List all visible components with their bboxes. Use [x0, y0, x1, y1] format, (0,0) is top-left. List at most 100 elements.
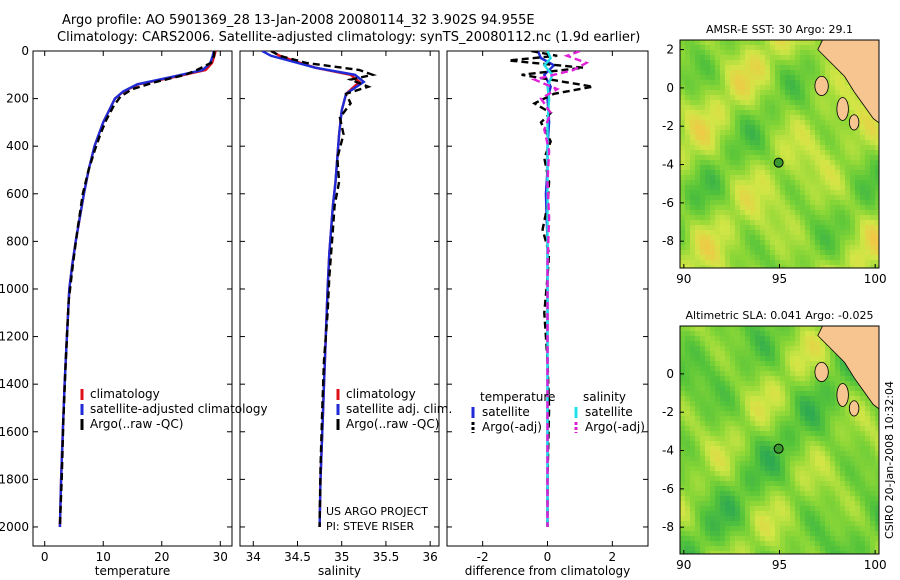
map-cell: [735, 215, 741, 221]
map-cell: [710, 220, 716, 226]
map-cell: [785, 436, 791, 442]
map-cell: [785, 496, 791, 502]
map-cell: [795, 401, 801, 407]
map-cell: [720, 536, 726, 542]
map-cell: [855, 175, 861, 181]
map-cell: [815, 55, 821, 61]
map-cell: [745, 471, 751, 477]
map-cell: [840, 451, 846, 457]
sla-map-ytick-label: 0: [666, 367, 674, 381]
map-cell: [695, 346, 701, 352]
map-cell: [860, 501, 866, 507]
map-cell: [820, 140, 826, 146]
map-cell: [760, 265, 766, 268]
map-cell: [825, 496, 831, 502]
map-cell: [875, 506, 879, 512]
map-cell: [865, 155, 871, 161]
map-cell: [800, 135, 806, 141]
map-cell: [850, 225, 856, 231]
map-cell: [860, 456, 866, 462]
map-cell: [685, 90, 691, 96]
map-cell: [750, 195, 756, 201]
map-cell: [760, 260, 766, 266]
map-cell: [725, 180, 731, 186]
map-cell: [720, 426, 726, 432]
map-cell: [740, 521, 746, 527]
map-cell: [815, 215, 821, 221]
map-cell: [720, 185, 726, 191]
map-cell: [705, 521, 711, 527]
map-cell: [805, 195, 811, 201]
map-cell: [825, 220, 831, 226]
map-cell: [740, 265, 746, 268]
map-cell: [765, 506, 771, 512]
map-cell: [820, 551, 826, 554]
map-cell: [840, 85, 846, 91]
map-cell: [850, 210, 856, 216]
map-cell: [765, 446, 771, 452]
map-cell: [780, 506, 786, 512]
map-cell: [810, 110, 816, 116]
map-cell: [850, 531, 856, 537]
map-cell: [805, 341, 811, 347]
map-cell: [765, 431, 771, 437]
map-cell: [785, 90, 791, 96]
map-cell: [760, 336, 766, 342]
map-cell: [775, 230, 781, 236]
map-cell: [770, 446, 776, 452]
map-cell: [730, 371, 736, 377]
map-cell: [870, 220, 876, 226]
map-cell: [860, 421, 866, 427]
map-cell: [730, 245, 736, 251]
map-cell: [740, 436, 746, 442]
map-cell: [770, 471, 776, 477]
map-cell: [805, 110, 811, 116]
map-cell: [725, 145, 731, 151]
map-cell: [730, 40, 736, 46]
depth-tick-label: 400: [6, 139, 29, 153]
map-cell: [815, 551, 821, 554]
map-cell: [770, 205, 776, 211]
map-cell: [685, 80, 691, 86]
map-cell: [845, 461, 851, 467]
map-cell: [850, 386, 856, 392]
map-cell: [835, 185, 841, 191]
map-cell: [705, 40, 711, 46]
map-cell: [805, 366, 811, 372]
map-cell: [845, 521, 851, 527]
map-cell: [680, 235, 686, 241]
map-cell: [830, 110, 836, 116]
map-cell: [835, 361, 841, 367]
map-cell: [815, 396, 821, 402]
map-cell: [835, 541, 841, 547]
map-cell: [760, 210, 766, 216]
map-cell: [805, 100, 811, 106]
map-cell: [840, 446, 846, 452]
title-line-2: Climatology: CARS2006. Satellite-adjuste…: [57, 30, 641, 45]
map-cell: [775, 346, 781, 352]
map-cell: [830, 526, 836, 532]
map-cell: [845, 200, 851, 206]
map-cell: [855, 185, 861, 191]
map-cell: [700, 165, 706, 171]
map-cell: [755, 381, 761, 387]
map-cell: [745, 496, 751, 502]
map-cell: [725, 376, 731, 382]
map-cell: [870, 185, 876, 191]
map-cell: [850, 160, 856, 166]
map-cell: [820, 441, 826, 447]
map-cell: [770, 396, 776, 402]
map-cell: [720, 85, 726, 91]
map-cell: [760, 541, 766, 547]
map-cell: [720, 486, 726, 492]
map-cell: [715, 65, 721, 71]
map-cell: [710, 255, 716, 261]
map-cell: [735, 441, 741, 447]
map-cell: [875, 220, 879, 226]
map-cell: [750, 391, 756, 397]
map-cell: [715, 115, 721, 121]
map-cell: [850, 541, 856, 547]
map-cell: [715, 446, 721, 452]
map-cell: [695, 386, 701, 392]
map-cell: [830, 190, 836, 196]
